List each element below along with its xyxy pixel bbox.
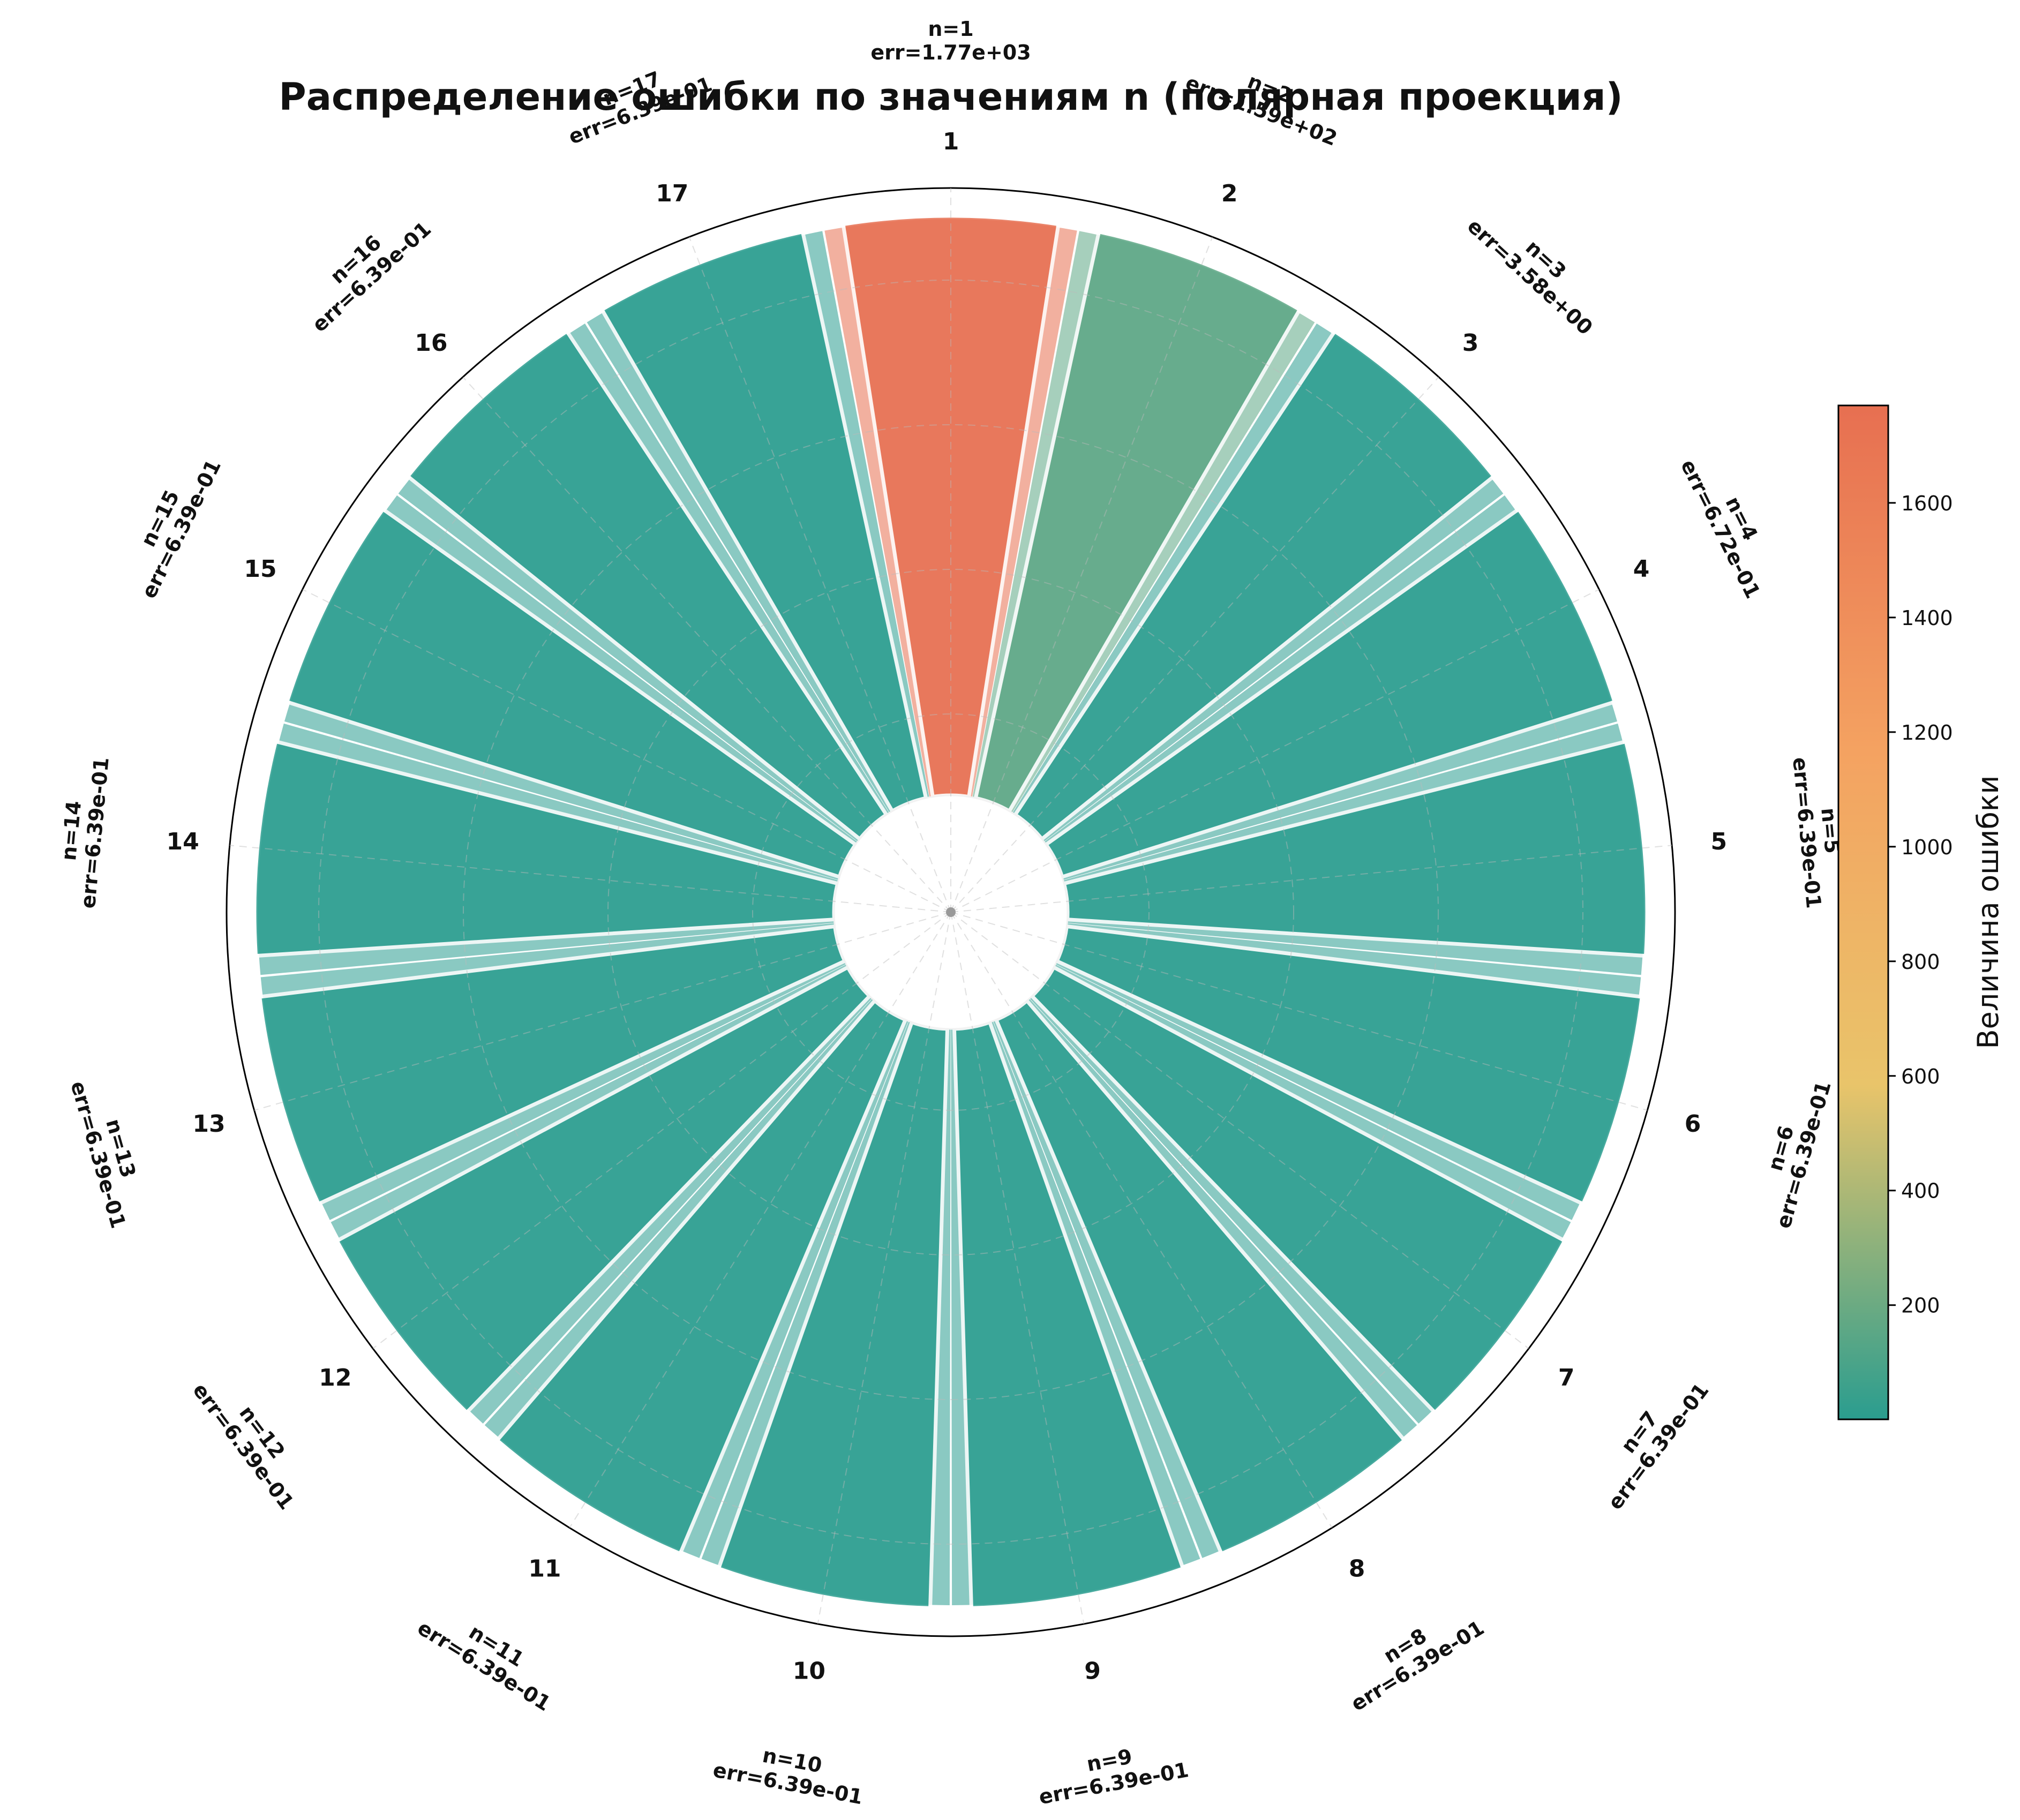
polar-center-dot [946,907,956,917]
angle-tick-label: 5 [1711,828,1728,855]
bar-annotation: n=6err=6.39e-01 [1749,1072,1836,1231]
grid-ring [752,713,1150,1111]
bar-annotation: n=4err=6.72e-01 [1676,445,1786,602]
bar-annotation-text: n=11err=6.39e-01 [414,1596,567,1716]
grid-ring [607,569,1294,1255]
polar-outer-circle [226,187,1676,1637]
bar-annotation: n=3err=3.58e+00 [1463,197,1613,340]
bar-annotation: n=16err=6.39e-01 [292,200,436,337]
colorbar-tick-label: 1400 [1901,606,1953,630]
angle-tick-label: 8 [1349,1555,1365,1582]
colorbar-tick-label: 800 [1901,950,1940,974]
grid-spoke [817,912,951,1625]
annotation-n: n=1 [928,17,973,41]
bar-annotation-text: n=3err=3.58e+00 [1463,197,1613,340]
bar-annotation-text: n=4err=6.72e-01 [1676,445,1786,602]
grid-spoke [950,912,1529,1349]
colorbar-tick-label: 200 [1901,1294,1940,1318]
angle-tick-label: 13 [192,1110,225,1138]
grid-spoke [950,912,1085,1625]
grid-spoke [462,377,951,913]
bar-annotation: n=11err=6.39e-01 [414,1596,567,1716]
bar-annotation-text: n=1 err=1.77e+03 [870,17,1031,64]
colorbar-tick-label: 1600 [1901,492,1953,515]
angle-tick-label: 3 [1462,329,1479,357]
angle-tick-label: 15 [244,555,276,583]
grid-ring [318,280,1583,1545]
bar-annotation-text: n=9err=6.39e-01 [1033,1735,1191,1809]
angle-tick-label: 17 [656,180,688,207]
grid-spoke [254,912,951,1111]
bar-annotation: n=13err=6.39e-01 [66,1072,153,1231]
bar-annotation-text: n=12err=6.39e-01 [188,1365,317,1514]
grid-spoke [372,912,951,1349]
grid-spoke [950,912,1333,1529]
angle-tick-label: 9 [1084,1657,1101,1684]
colorbar-gradient [1837,404,1889,1420]
colorbar-label: Величина ошибки [1971,776,2005,1049]
bar-annotation-text: n=13err=6.39e-01 [66,1072,153,1231]
bar-annotation: n=12err=6.39e-01 [188,1365,317,1514]
bar-annotation-text: n=6err=6.39e-01 [1749,1072,1836,1231]
grid-spoke [569,912,951,1529]
angle-tick-label: 2 [1221,180,1238,207]
colorbar-tick-label: 1000 [1901,836,1953,859]
angle-tick-label: 10 [793,1657,825,1684]
grid-spoke [950,236,1213,913]
annotation-err: err=3.58e+00 [1463,214,1597,340]
bar-annotation: n=1 err=1.77e+03 [870,17,1031,64]
angle-tick-label: 14 [167,828,199,855]
grid-spoke [950,845,1672,913]
bar-annotation: n=9err=6.39e-01 [1033,1735,1191,1809]
annotation-n: n=14 [57,800,86,861]
colorbar-tick-label: 1200 [1901,721,1953,744]
angle-tick-label: 1 [943,128,959,155]
annotation-err: err=1.77e+03 [870,41,1031,64]
bar-annotation-text: n=15err=6.39e-01 [116,445,226,602]
angle-tick-label: 7 [1558,1364,1575,1392]
bar-annotation: n=8err=6.39e-01 [1334,1596,1488,1716]
bar-annotation: n=7err=6.39e-01 [1585,1365,1714,1514]
angle-tick-label: 4 [1633,555,1650,583]
colorbar-tick-label: 600 [1901,1065,1940,1088]
bar-annotation: n=15err=6.39e-01 [116,445,226,602]
bar-annotation: n=14err=6.39e-01 [52,754,114,909]
grid-spoke [688,236,951,913]
bar-annotation: n=10err=6.39e-01 [711,1735,869,1809]
grid-ring [463,424,1439,1400]
grid-spoke [950,912,1648,1111]
grid-spoke [229,845,951,913]
colorbar-tick-label: 400 [1901,1179,1940,1203]
chart-title: Распределение ошибки по значениям n (пол… [279,75,1623,119]
angle-tick-label: 6 [1685,1110,1701,1138]
colorbar: 200 400 600 800 1000 1200 1400 1600 Величина ош… [1837,404,2005,1420]
grid-spoke [302,589,951,913]
bar-annotation-text: n=7err=6.39e-01 [1585,1365,1714,1514]
bar-annotation-text: n=14err=6.39e-01 [52,754,114,909]
grid-spoke [950,377,1439,913]
angle-tick-label: 11 [528,1555,561,1582]
bar-annotation-text: n=16err=6.39e-01 [292,200,436,337]
bar-annotation-text: n=8err=6.39e-01 [1334,1596,1488,1716]
bar-annotation-text: n=10err=6.39e-01 [711,1735,869,1809]
angle-tick-label: 12 [319,1364,351,1392]
angle-tick-label: 16 [415,329,447,357]
grid-spoke [950,589,1600,913]
